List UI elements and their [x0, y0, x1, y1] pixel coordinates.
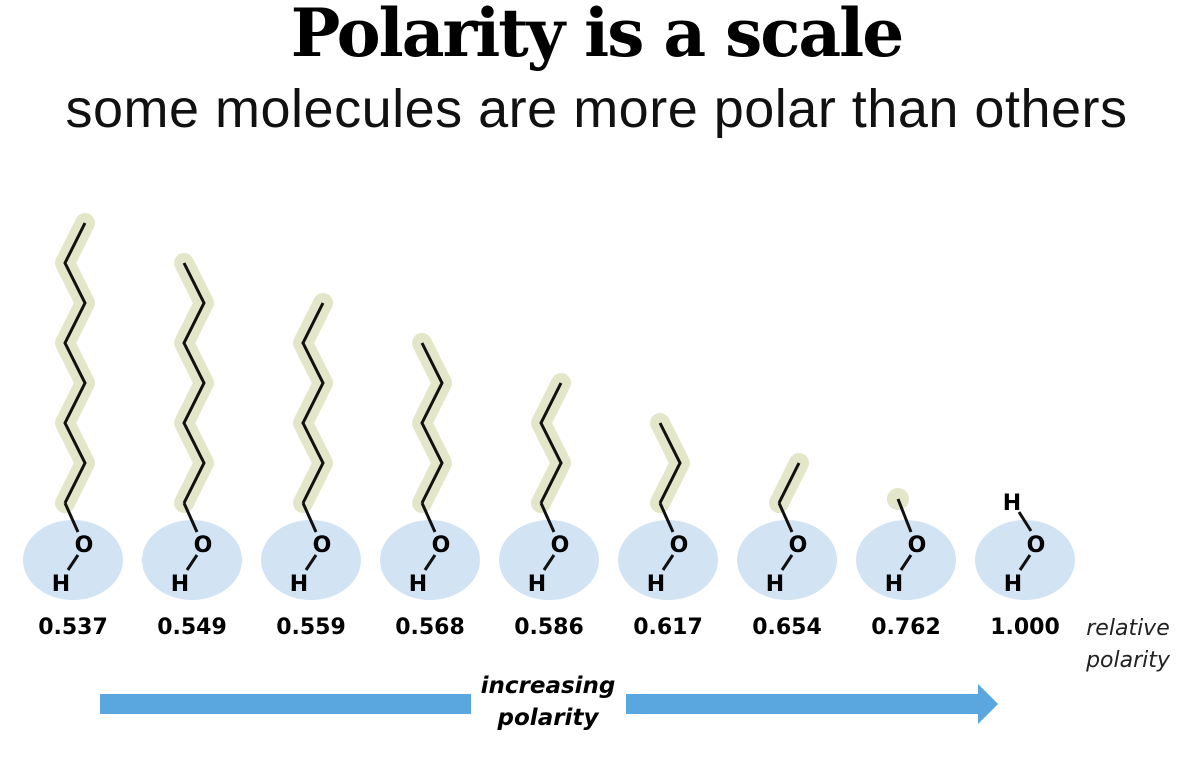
hydrogen-atom: H [1003, 491, 1021, 516]
bond-o-h [661, 554, 675, 571]
page-subtitle: some molecules are more polar than other… [65, 79, 1128, 139]
carbon-chain [63, 222, 87, 504]
bond-o-h [1018, 554, 1032, 571]
relative-polarity-value: 1.000 [990, 615, 1060, 640]
oxygen-atom: O [194, 533, 213, 558]
oxygen-atom: O [789, 533, 808, 558]
oxygen-atom: O [1027, 533, 1046, 558]
bond-c-o [896, 498, 913, 533]
bond-o-h [780, 554, 794, 571]
bond-c-o [777, 502, 794, 533]
bond-c-o [420, 502, 437, 533]
relative-polarity-value: 0.617 [633, 615, 703, 640]
carbon-chain [301, 302, 325, 504]
hydrogen-atom: H [409, 572, 427, 597]
oxygen-atom: O [670, 533, 689, 558]
bond-o-h [304, 554, 318, 571]
relative-polarity-value: 0.549 [157, 615, 227, 640]
relative-polarity-value: 0.568 [395, 615, 465, 640]
molecule-row: OH0.537OH0.549OH0.559OH0.568OH0.586OH0.6… [23, 213, 1075, 640]
relative-polarity-value: 0.537 [38, 615, 108, 640]
molecule-pentanol: OH 0.568 [380, 333, 480, 640]
oxygen-atom: O [313, 533, 332, 558]
bond-c-o [658, 502, 675, 533]
bond-o-h [542, 554, 556, 571]
oxygen-atom: O [551, 533, 570, 558]
relative-polarity-label-line2: polarity [1085, 648, 1171, 673]
arrow-shaft-right [626, 694, 980, 714]
molecule-propanol: OH 0.617 [618, 413, 718, 640]
bond-o-h [423, 554, 437, 571]
hydrogen-atom: H [1004, 572, 1022, 597]
arrow-shaft-left [100, 694, 471, 714]
carbon-chain [420, 342, 444, 504]
bond-h-o [1017, 511, 1033, 532]
page-title: Polarity is a scale [290, 0, 905, 72]
chain-highlight [412, 333, 452, 513]
hydrogen-atom: H [647, 572, 665, 597]
arrow-label-line2: polarity [497, 705, 600, 731]
molecule-hexanol: OH 0.559 [261, 293, 361, 640]
arrow-label-line1: increasing [481, 673, 616, 699]
molecule-butanol: OH 0.586 [499, 373, 599, 640]
chain-highlight [650, 413, 690, 513]
relative-polarity-value: 0.559 [276, 615, 346, 640]
carbon-chain [182, 262, 206, 504]
hydrogen-atom: H [290, 572, 308, 597]
bond-o-h [899, 554, 913, 571]
molecule-ethanol: OH 0.654 [737, 453, 837, 640]
relative-polarity-label-line1: relative [1086, 616, 1169, 641]
bond-c-o [182, 502, 199, 533]
hydrogen-atom: H [528, 572, 546, 597]
hydrogen-atom: H [52, 572, 70, 597]
molecule-water: HOH 1.000 [975, 491, 1075, 640]
molecule-methanol: OH 0.762 [856, 488, 956, 640]
molecule-octanol: OH 0.537 [23, 213, 123, 640]
oxygen-atom: O [432, 533, 451, 558]
hydrogen-atom: H [171, 572, 189, 597]
arrow-head [978, 684, 998, 724]
bond-o-h [66, 554, 80, 571]
hydrogen-atom: H [766, 572, 784, 597]
relative-polarity-value: 0.654 [752, 615, 822, 640]
carbon-chain [539, 382, 563, 504]
relative-polarity-value: 0.762 [871, 615, 941, 640]
oxygen-atom: O [75, 533, 94, 558]
carbon-chain [658, 422, 682, 504]
molecule-heptanol: OH 0.549 [142, 253, 242, 640]
increasing-polarity-arrow [100, 684, 998, 724]
hydrogen-atom: H [885, 572, 903, 597]
bond-c-o [63, 502, 80, 533]
bond-c-o [301, 502, 318, 533]
carbon-chain [777, 462, 801, 504]
relative-polarity-value: 0.586 [514, 615, 584, 640]
bond-c-o [539, 502, 556, 533]
oxygen-atom: O [908, 533, 927, 558]
bond-o-h [185, 554, 199, 571]
